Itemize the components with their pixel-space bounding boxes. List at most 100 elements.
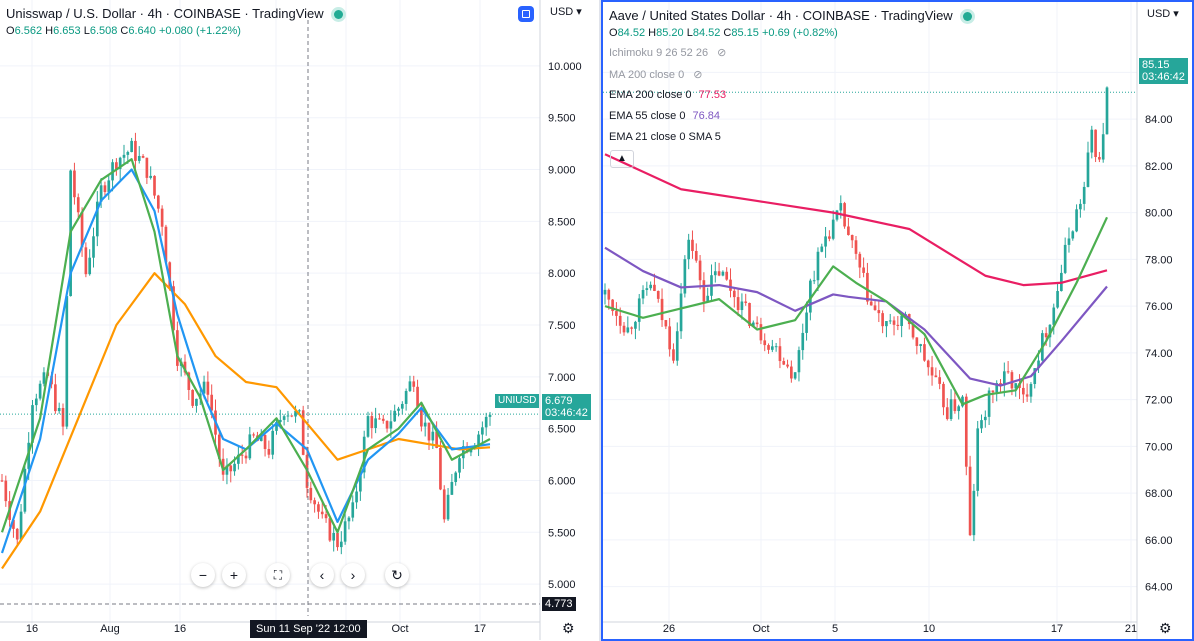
candle-body xyxy=(1090,129,1094,153)
candle-body xyxy=(683,259,687,294)
candle-body xyxy=(217,434,221,459)
candle-body xyxy=(107,180,111,192)
eye-off-icon[interactable]: ⊘ xyxy=(693,69,703,81)
candle-body xyxy=(88,257,92,275)
reset-icon[interactable]: ↻ xyxy=(385,563,409,587)
plus-icon[interactable]: + xyxy=(222,563,246,587)
uniusd-chart-panel[interactable]: 5.000 5.500 6.000 6.500 7.000 7.500 8.000 8.500… xyxy=(0,0,599,641)
candle-body xyxy=(381,418,385,421)
x-tick-label: 5 xyxy=(832,623,838,635)
currency-label: USD xyxy=(1147,8,1171,20)
minus-icon[interactable]: − xyxy=(191,563,215,587)
candle-body xyxy=(828,236,831,239)
candle-body xyxy=(938,377,941,384)
candle-body xyxy=(812,280,816,282)
last-price: 85.15 xyxy=(1142,59,1170,71)
candle-body xyxy=(717,271,721,276)
candle-body xyxy=(12,519,15,529)
candle-body xyxy=(320,511,324,515)
chevron-right-icon[interactable]: › xyxy=(341,563,365,587)
eye-off-icon[interactable]: ⊘ xyxy=(717,47,727,59)
ohlc-open: 84.52 xyxy=(617,27,646,39)
candle-body xyxy=(649,284,652,289)
candle-body xyxy=(942,383,945,408)
candle-body xyxy=(850,235,854,241)
candle-body xyxy=(19,511,23,540)
ohlc-high: 6.653 xyxy=(53,25,81,37)
indicator-ema21[interactable]: EMA 21 close 0 SMA 5 xyxy=(609,131,721,143)
candle-body xyxy=(668,326,671,350)
candle-body xyxy=(626,327,630,333)
panel-divider[interactable] xyxy=(599,0,601,641)
candle-body xyxy=(343,521,347,542)
candle-body xyxy=(57,408,61,412)
candle-body xyxy=(1014,383,1018,389)
candle-body xyxy=(141,155,145,158)
candle-body xyxy=(987,390,991,417)
currency-dropdown[interactable]: USD ▾ xyxy=(1147,8,1179,20)
candle-body xyxy=(782,361,786,365)
indicator-ichimoku[interactable]: Ichimoku 9 26 52 26 ⊘ xyxy=(609,46,726,59)
currency-dropdown[interactable]: USD ▾ xyxy=(550,6,582,18)
candle-body xyxy=(103,185,107,192)
indicator-value: 77.53 xyxy=(698,89,727,101)
candle-body xyxy=(634,321,637,329)
ema-line xyxy=(1,272,491,570)
indicator-label: EMA 200 close 0 xyxy=(609,89,692,101)
candle-body xyxy=(237,454,240,464)
aaveusd-chart-svg[interactable]: 64.00 66.00 68.00 70.00 72.00 74.00 76.00 78.00… xyxy=(603,2,1192,639)
candle-body xyxy=(397,408,400,411)
candle-body xyxy=(34,398,38,406)
candle-body xyxy=(431,431,435,441)
candle-body xyxy=(1056,291,1059,308)
candle-body xyxy=(953,399,957,412)
aaveusd-chart-panel[interactable]: 64.00 66.00 68.00 70.00 72.00 74.00 76.00 78.00… xyxy=(601,0,1194,641)
y-tick-label: 6.000 xyxy=(548,475,576,487)
candle-body xyxy=(275,422,278,431)
candle-body xyxy=(42,372,46,384)
candle-body xyxy=(885,321,888,327)
cursor-time-tag: Sun 11 Sep '22 12:00 xyxy=(250,620,367,638)
candle-body xyxy=(416,386,419,408)
candle-body xyxy=(877,310,881,314)
chevron-left-icon[interactable]: ‹ xyxy=(310,563,334,587)
candle-body xyxy=(1025,394,1029,397)
indicator-label: EMA 21 close 0 SMA 5 xyxy=(609,131,721,143)
x-tick-label: Oct xyxy=(752,623,769,635)
candle-body xyxy=(118,157,122,170)
indicator-ema200[interactable]: EMA 200 close 0 77.53 xyxy=(609,89,726,101)
candle-body xyxy=(1048,324,1052,338)
gear-icon[interactable]: ⚙ xyxy=(1159,620,1172,636)
candle-body xyxy=(900,315,903,327)
indicator-ema55[interactable]: EMA 55 close 0 76.84 xyxy=(609,110,720,122)
candle-body xyxy=(751,322,755,326)
collapse-legend-button[interactable]: ▲ xyxy=(610,150,634,168)
y-tick-label: 8.500 xyxy=(548,216,576,228)
candle-body xyxy=(484,416,488,428)
candle-body xyxy=(183,361,187,373)
bar-timer: 03:46:42 xyxy=(545,407,588,419)
last-price: 6.679 xyxy=(545,395,573,407)
candle-body xyxy=(675,331,679,361)
candle-body xyxy=(645,288,649,290)
x-tick-label: Oct xyxy=(391,623,408,635)
candle-body xyxy=(252,434,255,436)
candle-body xyxy=(801,332,805,351)
candle-body xyxy=(888,320,892,322)
indicator-ma200[interactable]: MA 200 close 0 ⊘ xyxy=(609,68,703,81)
chart-title: Aave / United States Dollar · 4h · COINB… xyxy=(609,8,972,23)
y-tick-label: 8.000 xyxy=(548,268,576,280)
candle-body xyxy=(786,364,789,367)
uniusd-chart-svg[interactable]: 5.000 5.500 6.000 6.500 7.000 7.500 8.000 8.500… xyxy=(0,0,599,641)
fullscreen-icon[interactable]: ⛶ xyxy=(266,563,290,587)
gear-icon[interactable]: ⚙ xyxy=(562,620,575,636)
candle-body xyxy=(983,416,987,421)
candle-body xyxy=(461,446,465,459)
candle-body xyxy=(607,289,611,300)
candle-body xyxy=(698,260,702,281)
sync-icon[interactable] xyxy=(518,6,534,22)
candle-body xyxy=(233,463,236,472)
candle-body xyxy=(957,406,961,412)
candle-body xyxy=(630,327,633,329)
candle-body xyxy=(65,296,69,427)
